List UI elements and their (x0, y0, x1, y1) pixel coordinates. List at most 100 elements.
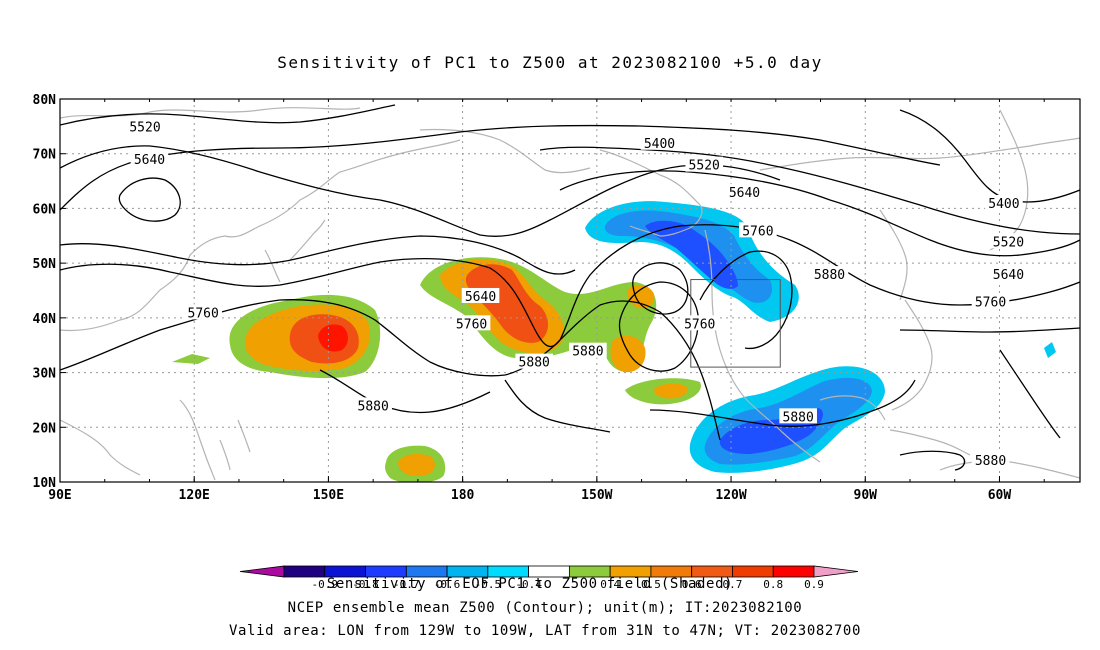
colorbar-box (732, 565, 774, 578)
contour-5760-ne (899, 327, 1080, 333)
contour-5880-subtropical (504, 379, 611, 433)
contour-labels: 5520 5640 5400 5520 5640 5760 5880 5640 5760 5760… (126, 118, 1028, 469)
contour-label-bg (126, 118, 164, 134)
contour-label-bg (569, 342, 607, 358)
contour-label: 5760 (188, 306, 219, 321)
longitude-axis-labels: 90E 120E 150E 180 150W 120W 90W 60W (48, 99, 1045, 503)
contour-label-bg (640, 134, 679, 150)
contour-label: 5880 (519, 356, 550, 371)
contour-label-bg (989, 233, 1028, 249)
lat-label: 10N (33, 476, 57, 491)
shade-small-green (172, 354, 210, 364)
colorbar-tick-labels: -0.9 -0.8 -0.7 -0.6 -0.5 -0.4 0.4 0.5 0.6 0.7 0.8 0… (312, 578, 824, 591)
coast-alaska (599, 149, 703, 237)
contour-label: 5520 (993, 235, 1024, 250)
coast-se-asia (60, 399, 216, 481)
colorbar-tick-label: 0.4 (600, 578, 620, 591)
contour-label: 5520 (689, 159, 720, 174)
colorbar-tick-label: 0.8 (763, 578, 783, 591)
shade-central-pacific-red (465, 264, 549, 343)
contour-label-bg (971, 293, 1010, 309)
lat-label: 70N (33, 148, 57, 163)
coast-south-america (939, 460, 1080, 479)
plot-frame (59, 98, 1081, 483)
colorbar-high-triangle (813, 565, 859, 578)
contour-label: 5760 (742, 224, 773, 239)
contour-label: 5400 (644, 137, 675, 152)
contour-label: 5880 (783, 410, 814, 425)
colorbar-caption: Sensitivity of EOF PC1 to Z500 field (Sh… (327, 576, 733, 592)
contour-label: 5760 (684, 317, 715, 332)
contour-5520-west (60, 104, 396, 126)
lon-label: 150W (581, 488, 612, 503)
contour-label-bg (685, 156, 724, 172)
lat-label: 50N (33, 257, 57, 272)
contour-5880-na (699, 250, 793, 350)
contour-label-bg (452, 315, 491, 331)
colorbar-tick-label: 0.7 (723, 578, 743, 591)
contour-label-bg (971, 452, 1010, 468)
z500-contours (60, 104, 1080, 471)
contour-label-bg (680, 315, 719, 331)
contour-label: 5640 (465, 290, 496, 305)
coast-siberia-east (419, 128, 591, 174)
contour-label-bg (725, 184, 764, 200)
latitude-axis-labels: 10N 20N 30N 40N 50N 60N 70N 80N (33, 93, 66, 491)
lon-label: 60W (988, 488, 1012, 503)
contour-label-bg (515, 353, 554, 369)
contour-label-bg (461, 287, 500, 303)
contour-5640-loop (118, 177, 181, 222)
lon-label: 120E (179, 488, 210, 503)
contour-label: 5880 (572, 345, 603, 360)
contour-5760-na (618, 281, 699, 372)
colorbar-tick-label: 0.9 (804, 578, 824, 591)
shade-small-orange-core (654, 383, 688, 399)
coast-greenland (989, 109, 1029, 251)
map-title: Sensitivity of PC1 to Z500 at 2023082100… (277, 53, 823, 72)
coast-korea-japan (264, 219, 326, 283)
colorbar-box (772, 565, 815, 578)
shade-subtropical-orange (398, 454, 435, 476)
contour-label-bg (985, 194, 1023, 210)
lon-label: 90E (48, 488, 71, 503)
contour-label: 5880 (975, 454, 1006, 469)
contour-label: 5400 (988, 197, 1019, 212)
shade-na-cyan-small (1044, 342, 1056, 358)
lat-label: 20N (33, 421, 57, 436)
contour-label: 5760 (975, 295, 1006, 310)
contour-label-bg (354, 397, 392, 413)
shade-na-blue (645, 220, 738, 289)
contour-label: 5520 (129, 120, 160, 135)
contour-label-bg (184, 304, 222, 320)
shade-nw-pacific-core (318, 324, 348, 352)
colorbar-tick-label: -0.4 (515, 578, 542, 591)
footer-line-2: Valid area: LON from 129W to 109W, LAT f… (229, 623, 861, 639)
colorbar-tick-label: -0.5 (475, 578, 502, 591)
lon-label: 120W (715, 488, 746, 503)
lat-label: 60N (33, 202, 57, 217)
colorbar-tick-label: -0.6 (434, 578, 461, 591)
colorbar (239, 565, 859, 578)
contour-5880-small-loop (632, 262, 689, 315)
contour-5400 (60, 124, 941, 211)
colorbar-tick-label: 0.5 (641, 578, 661, 591)
coast-philippines (219, 419, 251, 471)
coast-caribbean (889, 429, 971, 456)
lat-label: 40N (33, 312, 57, 327)
colorbar-tick-label: -0.9 (312, 578, 339, 591)
contour-5880-mexico (649, 379, 916, 427)
contour-label: 5640 (993, 268, 1024, 283)
contour-5640-east (559, 170, 1080, 257)
contour-label: 5760 (456, 317, 487, 332)
coast-na-north (759, 137, 1080, 171)
coast-na-east (891, 299, 933, 411)
colorbar-box (283, 565, 326, 578)
coast-gulf-mexico (819, 395, 886, 421)
contour-5880-pacific-sw (319, 369, 491, 414)
colorbar-tick-label: -0.8 (352, 578, 379, 591)
lat-label: 80N (33, 93, 57, 108)
lon-label: 150E (313, 488, 344, 503)
coast-hudson (879, 209, 908, 301)
colorbar-low-triangle (239, 565, 285, 578)
